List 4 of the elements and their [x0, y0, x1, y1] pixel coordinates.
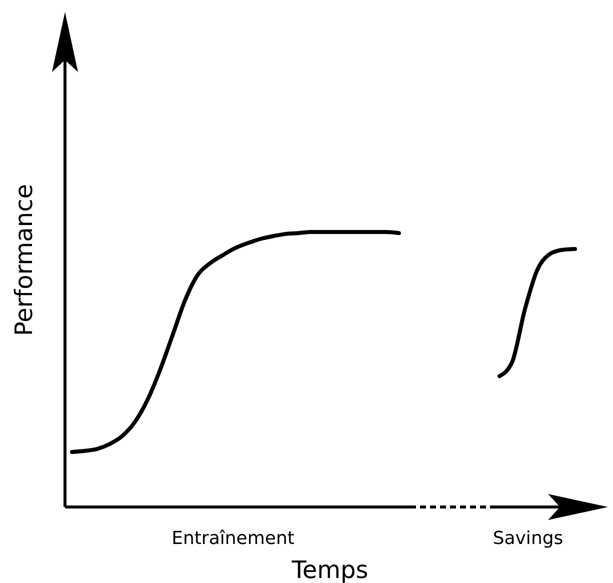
text: Savings	[492, 528, 564, 549]
x-axis-title: Temps	[290, 556, 368, 583]
text: Entraînement	[172, 528, 294, 549]
y-axis-title: Performance	[10, 184, 38, 336]
